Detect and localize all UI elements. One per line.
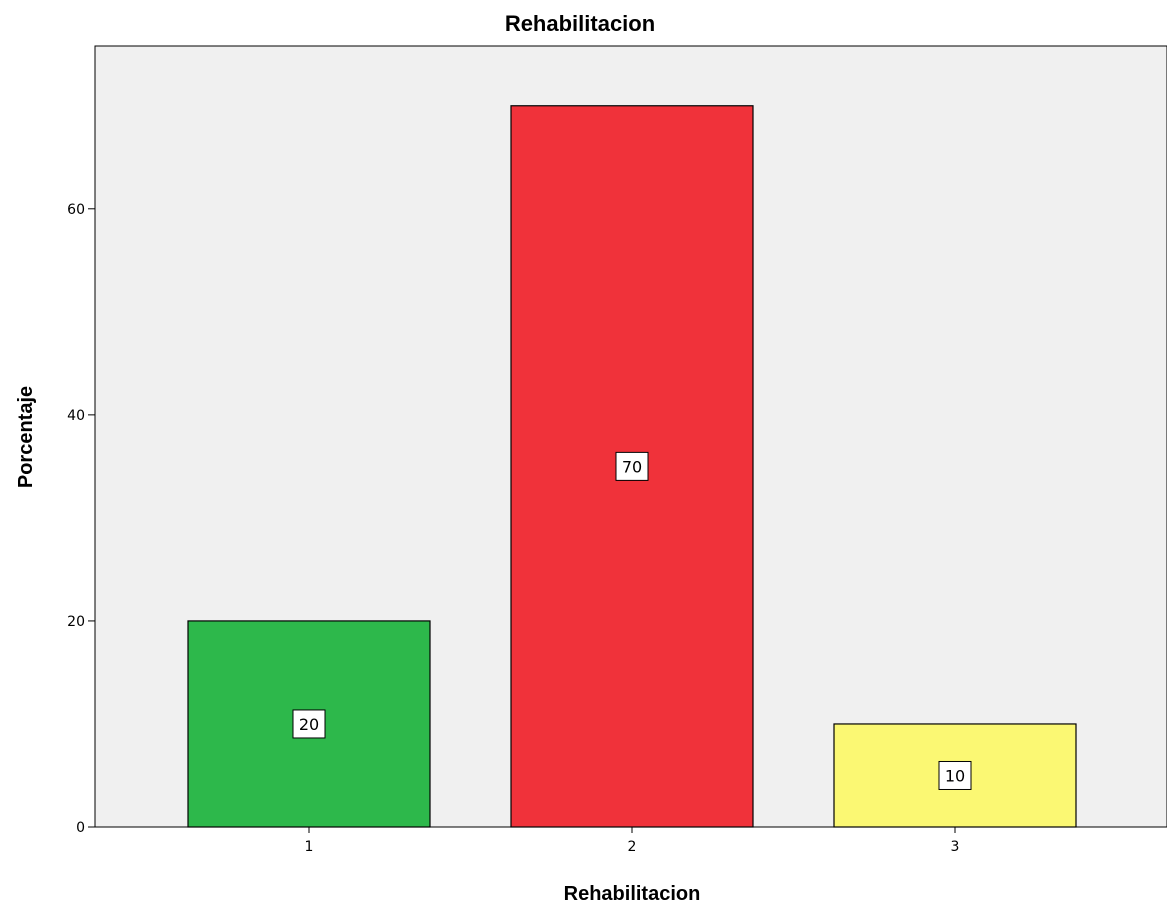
data-label-2: 70 [622, 457, 642, 476]
y-tick-label-0: 0 [76, 820, 85, 836]
data-label-1: 20 [299, 715, 319, 734]
x-axis-label: Rehabilitacion [564, 883, 701, 905]
x-axis: 1 2 3 [305, 827, 960, 855]
y-axis-label: Porcentaje [15, 386, 37, 488]
data-label-box-2 [615, 451, 649, 481]
chart-title: Rehabilitacion [505, 11, 655, 36]
x-tick-label-1: 1 [305, 839, 314, 855]
y-tick-label-40: 40 [67, 408, 85, 424]
data-label-3: 10 [945, 766, 965, 785]
y-tick-label-60: 60 [67, 202, 85, 218]
x-tick-label-2: 2 [628, 839, 637, 855]
y-axis: 0 20 40 60 [67, 202, 95, 836]
y-tick-label-20: 20 [67, 614, 85, 630]
bars-group: 20 70 10 [187, 105, 1077, 828]
data-label-box-1 [292, 709, 326, 739]
data-label-box-3 [938, 760, 972, 790]
x-tick-label-3: 3 [951, 839, 960, 855]
